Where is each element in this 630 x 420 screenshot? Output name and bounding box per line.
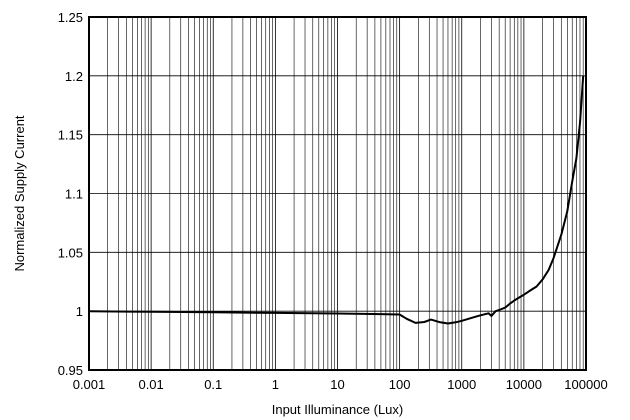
x-tick-label: 1000	[447, 377, 476, 392]
y-axis-title: Normalized Supply Current	[12, 115, 27, 271]
plot-frame	[88, 16, 587, 371]
x-tick-label: 100	[389, 377, 411, 392]
x-axis-title: Input Illuminance (Lux)	[272, 402, 404, 417]
y-tick-label: 1	[76, 304, 83, 319]
series-line	[88, 75, 585, 325]
tick-labels: 0.001 0.01 0.1 1 10 100 1000 10000 100000 0.95 1 1.…	[58, 10, 608, 392]
x-tick-label: 10	[330, 377, 344, 392]
x-tick-label: 10000	[506, 377, 542, 392]
y-tick-label: 1.25	[58, 10, 83, 25]
x-tick-label: 1	[272, 377, 279, 392]
y-tick-label: 1.05	[58, 245, 83, 260]
y-tick-label: 0.95	[58, 363, 83, 378]
grid	[88, 16, 586, 371]
y-tick-label: 1.15	[58, 128, 83, 143]
x-tick-label: 0.001	[73, 377, 106, 392]
x-tick-label: 0.01	[138, 377, 163, 392]
y-tick-label: 1.2	[65, 69, 83, 84]
x-tick-label: 100000	[564, 377, 607, 392]
x-tick-label: 0.1	[204, 377, 222, 392]
y-tick-label: 1.1	[65, 187, 83, 202]
series-group	[88, 75, 585, 325]
